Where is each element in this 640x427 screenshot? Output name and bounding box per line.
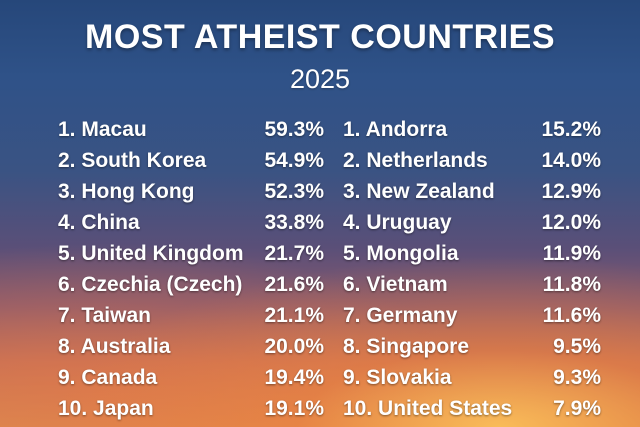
country-percent: 21.6% [264,273,324,296]
list-item: 5. Mongolia 11.9% [343,239,601,270]
country-name: 4. China [58,211,140,234]
list-item: 2. Netherlands 14.0% [343,146,601,177]
country-percent: 15.2% [541,118,601,141]
country-percent: 54.9% [264,149,324,172]
country-percent: 7.9% [553,397,601,420]
list-item: 9. Canada 19.4% [58,363,326,394]
country-name: 9. Slovakia [343,366,452,389]
country-name: 2. Netherlands [343,149,488,172]
country-percent: 9.5% [553,335,601,358]
list-item: 3. New Zealand 12.9% [343,177,601,208]
country-name: 8. Singapore [343,335,470,358]
list-item: 10. Japan 19.1% [58,394,326,425]
country-percent: 12.9% [541,180,601,203]
page-title: MOST ATHEIST COUNTRIES [85,18,555,56]
page-subtitle: 2025 [289,64,351,94]
list-item: 7. Taiwan 21.1% [58,301,326,332]
country-percent: 20.0% [264,335,324,358]
country-name: 1. Macau [58,118,147,141]
country-name: 1. Andorra [343,118,448,141]
country-name: 3. Hong Kong [58,180,195,203]
country-name: 7. Taiwan [58,304,151,327]
list-item: 1. Andorra 15.2% [343,115,601,146]
list-item: 9. Slovakia 9.3% [343,363,601,394]
list-item: 6. Vietnam 11.8% [343,270,601,301]
country-name: 5. Mongolia [343,242,459,265]
country-percent: 19.1% [264,397,324,420]
country-percent: 21.7% [264,242,324,265]
country-percent: 11.9% [542,242,601,265]
list-item: 1. Macau 59.3% [58,115,326,146]
list-item: 8. Australia 20.0% [58,332,326,363]
right-ranking-list: 1. Andorra 15.2% 2. Netherlands 14.0% 3. N… [343,115,601,425]
country-percent: 14.0% [541,149,601,172]
country-name: 5. United Kingdom [58,242,244,265]
list-item: 4. Uruguay 12.0% [343,208,601,239]
country-percent: 11.8% [542,273,601,296]
list-item: 5. United Kingdom 21.7% [58,239,326,270]
left-ranking-list: 1. Macau 59.3% 2. South Korea 54.9% 3. Hon… [58,115,326,425]
list-item: 7. Germany 11.6% [343,301,601,332]
list-item: 4. China 33.8% [58,208,326,239]
country-name: 4. Uruguay [343,211,452,234]
country-name: 6. Czechia (Czech) [58,273,243,296]
country-percent: 9.3% [553,366,601,389]
country-percent: 33.8% [264,211,324,234]
list-item: 3. Hong Kong 52.3% [58,177,326,208]
country-name: 10. United States [343,397,513,420]
country-name: 9. Canada [58,366,158,389]
list-item: 2. South Korea 54.9% [58,146,326,177]
country-name: 10. Japan [58,397,154,420]
country-percent: 52.3% [264,180,324,203]
list-item: 10. United States 7.9% [343,394,601,425]
country-percent: 21.1% [264,304,324,327]
country-name: 7. Germany [343,304,458,327]
country-name: 6. Vietnam [343,273,448,296]
country-percent: 19.4% [264,366,324,389]
country-name: 2. South Korea [58,149,207,172]
list-item: 8. Singapore 9.5% [343,332,601,363]
country-name: 8. Australia [58,335,171,358]
country-percent: 12.0% [541,211,601,234]
country-percent: 11.6% [542,304,601,327]
country-name: 3. New Zealand [343,180,495,203]
country-percent: 59.3% [264,118,324,141]
list-item: 6. Czechia (Czech) 21.6% [58,270,326,301]
